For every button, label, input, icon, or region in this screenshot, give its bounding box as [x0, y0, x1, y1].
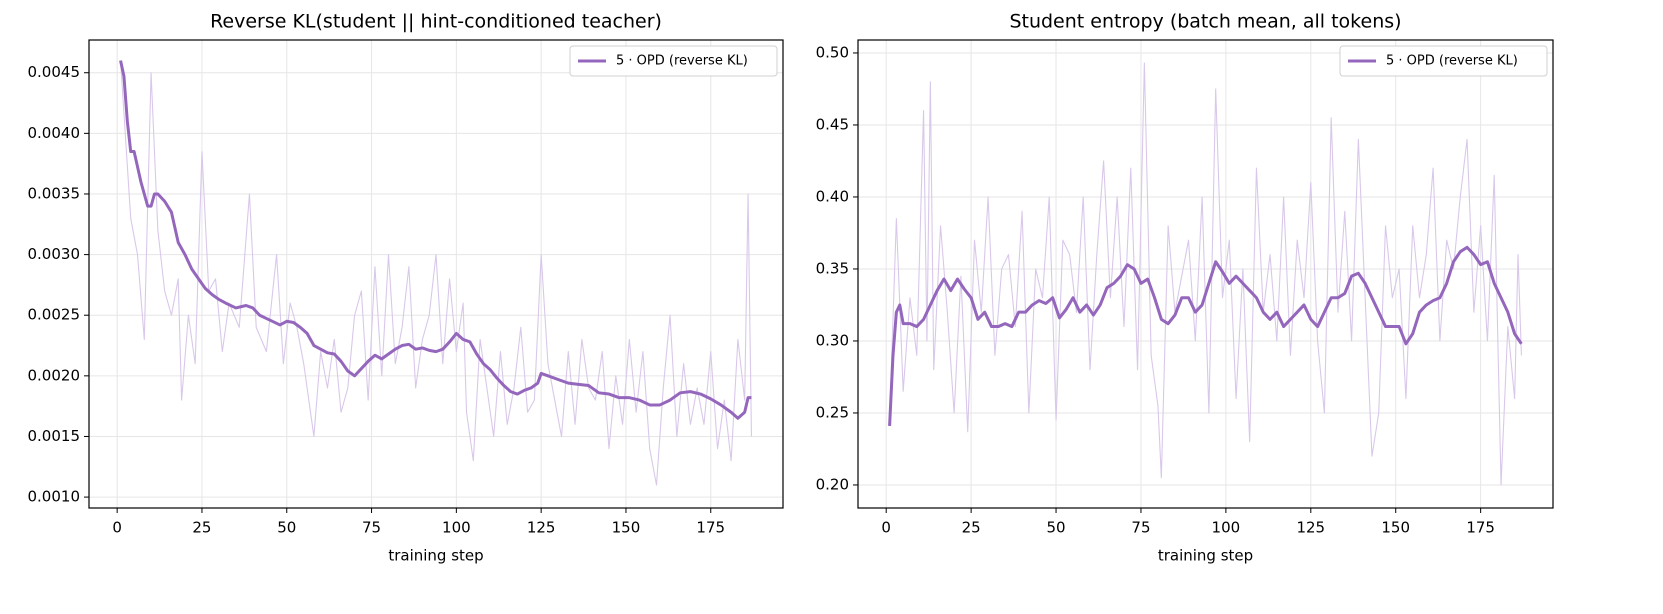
x-tick-label: 175	[1466, 519, 1495, 537]
y-tick-label: 0.45	[816, 115, 849, 133]
x-tick-label: 100	[1212, 519, 1241, 537]
smoothed-line	[888, 245, 1523, 426]
y-tick-label: 0.35	[816, 259, 849, 277]
x-tick-label: 50	[1046, 519, 1065, 537]
y-tick-label: 0.25	[816, 403, 849, 421]
y-tick-label: 0.0035	[28, 184, 81, 202]
legend-box	[569, 45, 778, 77]
x-tick-label: 25	[192, 519, 211, 537]
x-tick-label: 150	[612, 519, 641, 537]
legend-label: 5 · OPD (reverse KL)	[616, 54, 748, 69]
y-tick-label: 0.30	[816, 331, 849, 349]
x-axis-label: training step	[388, 547, 483, 565]
raw-line	[889, 62, 1522, 486]
x-tick-label: 125	[1296, 519, 1325, 537]
x-tick-label: 175	[696, 519, 725, 537]
y-tick-label: 0.0010	[28, 488, 81, 506]
axes-frame	[857, 39, 1554, 509]
y-tick-label: 0.0040	[28, 124, 81, 142]
y-tick-label: 0.0030	[28, 245, 81, 263]
chart-title: Student entropy (batch mean, all tokens)	[1009, 11, 1401, 33]
legend-label: 5 · OPD (reverse KL)	[1386, 54, 1518, 69]
x-tick-label: 0	[112, 519, 122, 537]
x-tick-label: 75	[362, 519, 381, 537]
y-tick-label: 0.0045	[28, 63, 81, 81]
x-tick-label: 75	[1131, 519, 1150, 537]
smoothed-line	[119, 60, 752, 420]
y-tick-label: 0.0025	[28, 306, 81, 324]
x-tick-label: 25	[962, 519, 981, 537]
x-tick-label: 0	[881, 519, 891, 537]
y-tick-label: 0.0015	[28, 427, 81, 445]
x-tick-label: 125	[527, 519, 556, 537]
y-tick-label: 0.20	[816, 475, 849, 493]
x-axis-label: training step	[1158, 547, 1253, 565]
y-tick-label: 0.0020	[28, 366, 81, 384]
raw-line	[120, 60, 752, 486]
y-tick-label: 0.40	[816, 187, 849, 205]
x-tick-label: 100	[442, 519, 471, 537]
axes-frame	[88, 39, 784, 509]
x-tick-label: 50	[277, 519, 296, 537]
legend-box	[1339, 45, 1548, 77]
chart-title: Reverse KL(student || hint-conditioned t…	[210, 11, 662, 33]
x-tick-label: 150	[1381, 519, 1410, 537]
y-tick-label: 0.50	[816, 43, 849, 61]
